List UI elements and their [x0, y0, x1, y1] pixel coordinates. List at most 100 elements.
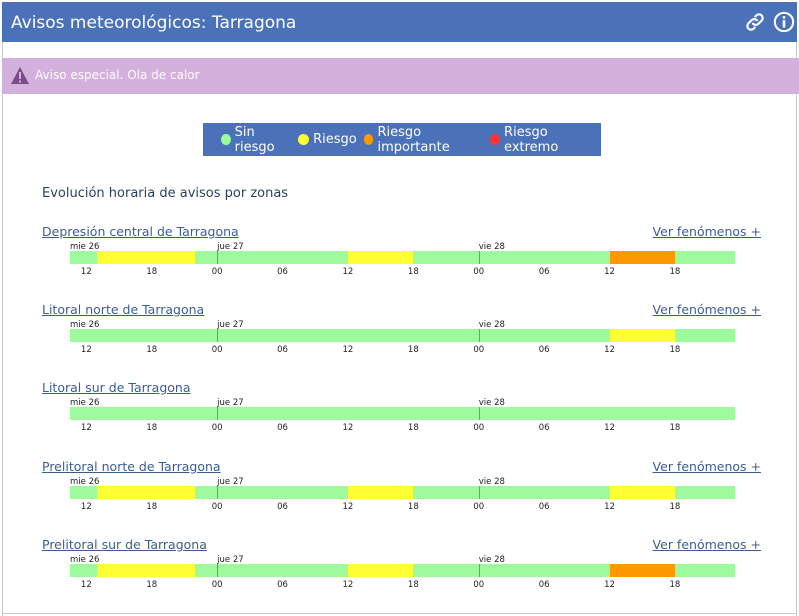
day-label: vie 28 — [478, 477, 505, 487]
risk-segment — [347, 486, 414, 499]
hour-label: 00 — [473, 345, 485, 355]
hour-label: 18 — [407, 580, 419, 590]
risk-segment — [609, 486, 675, 499]
day-divider — [217, 251, 219, 264]
hour-label: 00 — [211, 345, 223, 355]
day-divider — [217, 407, 219, 420]
hour-label: 12 — [80, 345, 92, 355]
day-divider — [217, 486, 219, 499]
zone-name-link[interactable]: Prelitoral norte de Tarragona — [42, 459, 221, 474]
hour-label: 18 — [669, 423, 681, 433]
risk-segment — [97, 564, 196, 577]
risk-timeline-bar — [70, 329, 735, 342]
hour-label: 00 — [211, 580, 223, 590]
ver-fenomenos-link[interactable]: Ver fenómenos + — [652, 537, 761, 552]
hour-label: 12 — [342, 580, 354, 590]
hour-label: 06 — [277, 580, 288, 590]
day-label: mie 26 — [70, 320, 100, 330]
hour-label: 12 — [604, 423, 615, 433]
day-divider — [478, 251, 480, 264]
hour-label: 00 — [211, 502, 223, 512]
zone-name-link[interactable]: Litoral norte de Tarragona — [42, 302, 205, 317]
hour-label: 18 — [669, 345, 681, 355]
zone-row: Prelitoral norte de Tarragona Ver fenómen… — [0, 459, 799, 521]
legend-item-riesgo-extremo: Riesgo extremo — [490, 125, 594, 155]
zone-row: Litoral norte de Tarragona Ver fenómenos … — [0, 302, 799, 364]
day-label: mie 26 — [70, 477, 100, 487]
day-divider — [478, 564, 480, 577]
ver-fenomenos-link[interactable]: Ver fenómenos + — [652, 459, 761, 474]
zone-name-link[interactable]: Depresión central de Tarragona — [42, 224, 239, 239]
hour-label: 06 — [538, 502, 550, 512]
risk-segment — [609, 329, 675, 342]
info-icon[interactable] — [773, 11, 795, 33]
day-label: vie 28 — [478, 555, 505, 565]
link-icon[interactable] — [744, 11, 766, 33]
day-label: vie 28 — [478, 398, 505, 408]
hour-label: 00 — [473, 580, 485, 590]
hour-label: 06 — [538, 580, 550, 590]
day-label: vie 28 — [478, 320, 505, 330]
day-label: mie 26 — [70, 398, 100, 408]
day-label: jue 27 — [217, 477, 244, 487]
ver-fenomenos-link[interactable]: Ver fenómenos + — [652, 224, 761, 239]
day-divider — [478, 486, 480, 499]
hour-label: 12 — [342, 345, 354, 355]
hour-label: 12 — [604, 580, 615, 590]
day-label: mie 26 — [70, 242, 100, 252]
hour-label: 06 — [538, 423, 550, 433]
risk-timeline-bar — [70, 407, 735, 420]
hour-label: 12 — [604, 502, 615, 512]
hour-label: 18 — [407, 423, 419, 433]
day-label: jue 27 — [217, 555, 244, 565]
hour-label: 06 — [277, 345, 288, 355]
hour-label: 18 — [146, 345, 158, 355]
risk-timeline-bar — [70, 564, 735, 577]
risk-timeline-bar — [70, 486, 735, 499]
hour-label: 06 — [277, 423, 288, 433]
hour-label: 00 — [473, 423, 485, 433]
hour-label: 06 — [277, 502, 288, 512]
hour-label: 18 — [146, 580, 158, 590]
hour-label: 00 — [211, 267, 223, 277]
bottom-border — [2, 613, 797, 616]
hour-label: 06 — [538, 345, 550, 355]
hour-label: 00 — [211, 423, 223, 433]
hour-label: 06 — [277, 267, 288, 277]
hour-label: 18 — [669, 580, 681, 590]
day-label: jue 27 — [217, 398, 244, 408]
hour-label: 18 — [146, 423, 158, 433]
hour-label: 00 — [473, 267, 485, 277]
legend-dot — [363, 134, 374, 145]
day-label: vie 28 — [478, 242, 505, 252]
hour-label: 18 — [669, 502, 681, 512]
zone-row: Depresión central de Tarragona Ver fenóme… — [0, 224, 799, 286]
hour-label: 00 — [473, 502, 485, 512]
hour-label: 12 — [80, 580, 92, 590]
day-divider — [478, 407, 480, 420]
day-divider — [217, 564, 219, 577]
risk-segment — [347, 564, 414, 577]
zone-name-link[interactable]: Prelitoral sur de Tarragona — [42, 537, 207, 552]
hour-label: 18 — [669, 267, 681, 277]
hour-label: 18 — [407, 345, 419, 355]
zone-row: Prelitoral sur de Tarragona Ver fenómenos… — [0, 537, 799, 599]
risk-timeline-bar — [70, 251, 735, 264]
ver-fenomenos-link[interactable]: Ver fenómenos + — [652, 302, 761, 317]
content-frame — [2, 42, 797, 616]
risk-segment — [97, 251, 196, 264]
hour-label: 18 — [146, 502, 158, 512]
legend-dot — [490, 134, 501, 145]
hour-label: 12 — [342, 502, 354, 512]
hour-label: 18 — [407, 502, 419, 512]
risk-segment — [347, 251, 414, 264]
legend-dot — [298, 134, 310, 145]
page-header: Avisos meteorológicos: Tarragona — [2, 2, 797, 42]
legend-item-riesgo: Riesgo — [298, 132, 357, 147]
hour-label: 12 — [80, 423, 92, 433]
warning-icon — [11, 67, 29, 84]
hour-label: 12 — [604, 345, 615, 355]
risk-segment — [97, 486, 196, 499]
risk-segment — [609, 564, 675, 577]
zone-name-link[interactable]: Litoral sur de Tarragona — [42, 380, 191, 395]
